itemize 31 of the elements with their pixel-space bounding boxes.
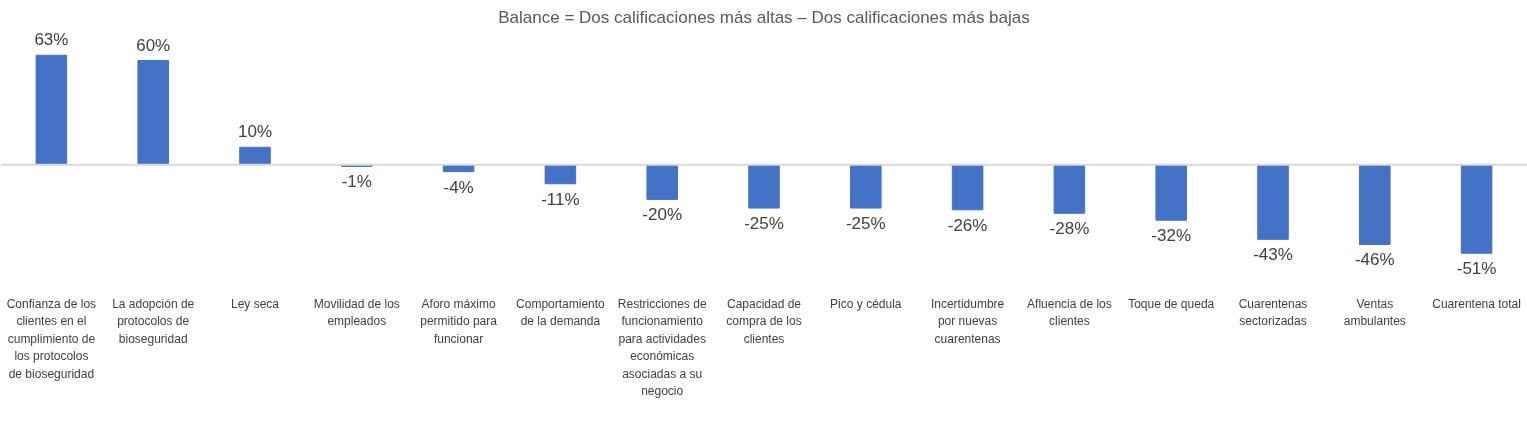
data-label: -20% — [642, 205, 683, 225]
x-tick-label: Cuarentenas sectorizadas — [1238, 296, 1308, 329]
data-label: -25% — [845, 214, 886, 234]
chart-title: Balance = Dos calificaciones más altas – Dos calificaciones más bajas — [498, 7, 1030, 27]
data-label: -51% — [1456, 259, 1497, 279]
x-tick-label: La adopción de protocolos de bioseguridad — [112, 296, 195, 346]
data-label: -25% — [744, 214, 784, 234]
x-tick-label: Comportamiento de la demanda — [516, 296, 606, 329]
data-label: -28% — [1049, 219, 1090, 239]
data-label: -43% — [1253, 245, 1293, 265]
x-tick-label: Capacidad de compra de los clientes — [726, 296, 802, 346]
x-tick-label: Aforo máximo permitido para funcionar — [420, 296, 498, 346]
data-label: 60% — [136, 35, 171, 55]
x-tick-label: Afluencia de los clientes — [1027, 296, 1112, 329]
data-label: -11% — [541, 189, 580, 209]
data-label: 63% — [34, 30, 69, 50]
data-label: -26% — [947, 215, 988, 235]
data-label: -46% — [1354, 250, 1395, 270]
data-label: -4% — [443, 177, 474, 197]
x-tick-label: Confianza de los clientes en el cumplimiento de los protocolos de bioseguridad — [6, 296, 97, 381]
x-tick-label: Pico y cédula — [830, 296, 902, 311]
x-tick-label: Ley seca — [230, 296, 280, 311]
data-label: -32% — [1151, 226, 1192, 246]
x-tick-label: Toque de queda — [1128, 296, 1215, 311]
x-tick-label: Incertidumbre por nuevas cuarentenas — [930, 296, 1005, 346]
data-label: -1% — [341, 172, 372, 192]
data-label: 10% — [237, 122, 273, 142]
x-tick-label: Cuarentena total — [1432, 296, 1521, 311]
x-tick-label: Movilidad de los empleados — [313, 296, 400, 329]
x-tick-label: Ventas ambulantes — [1343, 296, 1406, 329]
x-tick-label: Restricciones de funcionamiento para actividades económicas asociadas a su negocio — [617, 296, 707, 399]
